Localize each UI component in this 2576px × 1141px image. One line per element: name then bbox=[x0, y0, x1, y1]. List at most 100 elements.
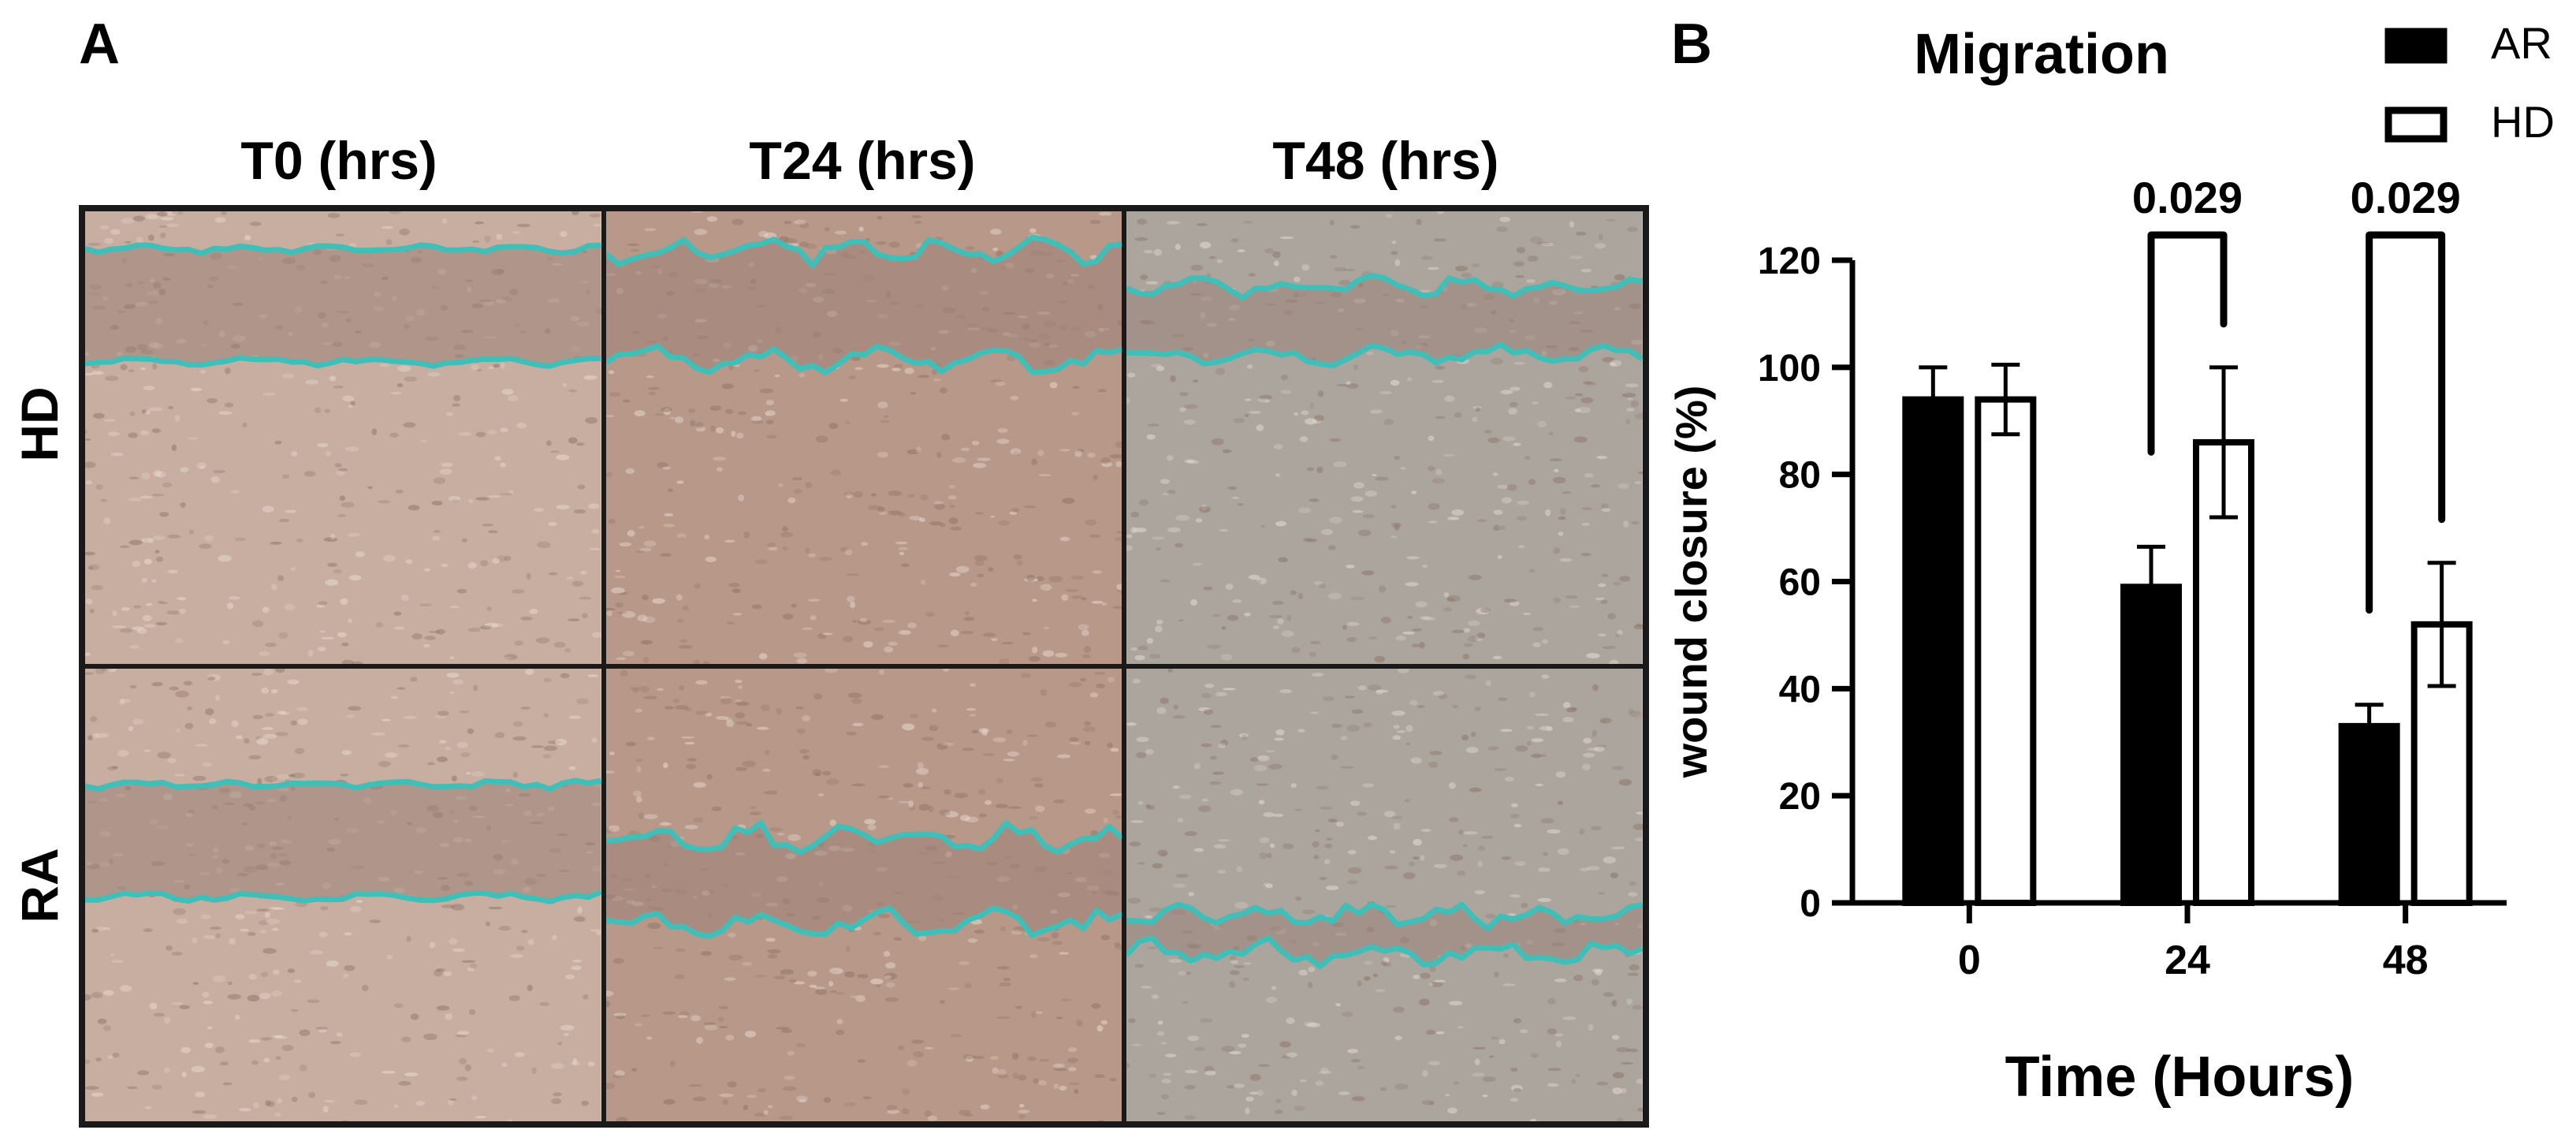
cell-speckle bbox=[625, 468, 635, 475]
cell-speckle bbox=[1419, 642, 1425, 649]
cell-speckle bbox=[999, 982, 1011, 986]
cell-speckle bbox=[1266, 750, 1275, 753]
cell-speckle bbox=[631, 1068, 638, 1072]
cell-speckle bbox=[171, 444, 177, 451]
cell-speckle bbox=[1127, 372, 1136, 378]
cell-speckle bbox=[342, 395, 355, 402]
cell-speckle bbox=[870, 714, 884, 721]
cell-speckle bbox=[1375, 476, 1389, 481]
cell-speckle bbox=[1438, 692, 1448, 699]
cell-speckle bbox=[167, 758, 177, 764]
cell-speckle bbox=[679, 1011, 690, 1016]
cell-speckle bbox=[1010, 448, 1021, 456]
cell-speckle bbox=[1615, 633, 1621, 638]
cell-speckle bbox=[361, 984, 369, 992]
cell-speckle bbox=[1611, 846, 1625, 850]
cell-speckle bbox=[423, 643, 430, 648]
cell-speckle bbox=[780, 969, 794, 976]
cell-speckle bbox=[1578, 366, 1589, 373]
cell-speckle bbox=[107, 1055, 114, 1060]
cell-speckle bbox=[1254, 765, 1268, 772]
cell-speckle bbox=[449, 656, 455, 660]
cell-speckle bbox=[195, 1091, 205, 1098]
cell-speckle bbox=[419, 439, 428, 443]
cell-speckle bbox=[1165, 1053, 1177, 1057]
cell-speckle bbox=[314, 407, 322, 413]
cell-speckle bbox=[1334, 267, 1347, 272]
cell-speckle bbox=[1279, 1041, 1292, 1048]
cell-speckle bbox=[277, 1098, 282, 1104]
cell-speckle bbox=[1583, 752, 1595, 758]
micrograph-ra-t0 bbox=[83, 666, 604, 1124]
cell-speckle bbox=[780, 1028, 792, 1034]
cell-speckle bbox=[1173, 704, 1179, 710]
cell-speckle bbox=[405, 559, 413, 565]
cell-speckle bbox=[881, 619, 895, 624]
cell-speckle bbox=[1449, 1001, 1463, 1006]
cell-speckle bbox=[1348, 867, 1362, 874]
cell-speckle bbox=[291, 772, 305, 778]
cell-speckle bbox=[1260, 837, 1270, 844]
cell-speckle bbox=[350, 905, 362, 913]
cell-speckle bbox=[1494, 767, 1507, 771]
cell-speckle bbox=[1352, 709, 1364, 714]
cell-speckle bbox=[897, 1046, 905, 1051]
cell-speckle bbox=[1310, 641, 1321, 644]
cell-speckle bbox=[1497, 484, 1509, 489]
cell-speckle bbox=[1502, 497, 1513, 504]
cell-speckle bbox=[1187, 1035, 1200, 1042]
cell-speckle bbox=[1368, 835, 1378, 841]
cell-speckle bbox=[1368, 684, 1382, 691]
cell-speckle bbox=[809, 984, 817, 988]
cell-speckle bbox=[1509, 386, 1521, 391]
cell-speckle bbox=[1486, 680, 1491, 687]
cell-speckle bbox=[287, 679, 300, 684]
cell-speckle bbox=[906, 1060, 918, 1067]
cell-speckle bbox=[1562, 717, 1574, 723]
cell-speckle bbox=[1249, 273, 1256, 277]
cell-speckle bbox=[1053, 1083, 1059, 1089]
cell-speckle bbox=[1629, 710, 1642, 718]
cell-speckle bbox=[798, 222, 810, 229]
cell-speckle bbox=[877, 913, 891, 919]
cell-speckle bbox=[340, 774, 349, 777]
cell-speckle bbox=[664, 706, 674, 710]
cell-speckle bbox=[1562, 491, 1572, 494]
cell-speckle bbox=[1197, 223, 1208, 226]
cell-speckle bbox=[825, 778, 839, 785]
cell-speckle bbox=[210, 926, 221, 930]
cell-speckle bbox=[349, 243, 356, 248]
cell-speckle bbox=[1156, 546, 1162, 551]
cell-speckle bbox=[423, 1033, 437, 1041]
cell-speckle bbox=[798, 372, 805, 378]
cell-speckle bbox=[731, 588, 741, 594]
cell-speckle bbox=[1282, 630, 1294, 637]
cell-speckle bbox=[142, 614, 152, 622]
wound-edge-top bbox=[605, 234, 1122, 269]
cell-speckle bbox=[1603, 992, 1614, 997]
cell-speckle bbox=[234, 537, 247, 542]
cell-speckle bbox=[1449, 817, 1459, 822]
cell-speckle bbox=[99, 225, 110, 229]
cell-speckle bbox=[1498, 697, 1508, 701]
cell-speckle bbox=[1515, 745, 1528, 752]
cell-speckle bbox=[159, 512, 169, 517]
cell-speckle bbox=[940, 1000, 945, 1004]
cell-speckle bbox=[1582, 763, 1591, 771]
cell-speckle bbox=[1185, 1069, 1198, 1074]
cell-speckle bbox=[940, 434, 951, 441]
cell-speckle bbox=[471, 1095, 478, 1101]
cell-speckle bbox=[1270, 843, 1275, 848]
cell-speckle bbox=[479, 625, 493, 630]
cell-speckle bbox=[1113, 942, 1120, 946]
cell-speckle bbox=[806, 971, 817, 977]
cell-speckle bbox=[807, 553, 816, 557]
cell-speckle bbox=[452, 394, 461, 401]
cell-speckle bbox=[605, 415, 614, 418]
cell-speckle bbox=[1350, 596, 1364, 601]
cell-speckle bbox=[1029, 954, 1038, 958]
cell-speckle bbox=[1627, 972, 1640, 976]
cell-speckle bbox=[732, 613, 742, 616]
cell-speckle bbox=[91, 371, 104, 375]
cell-speckle bbox=[530, 745, 545, 748]
